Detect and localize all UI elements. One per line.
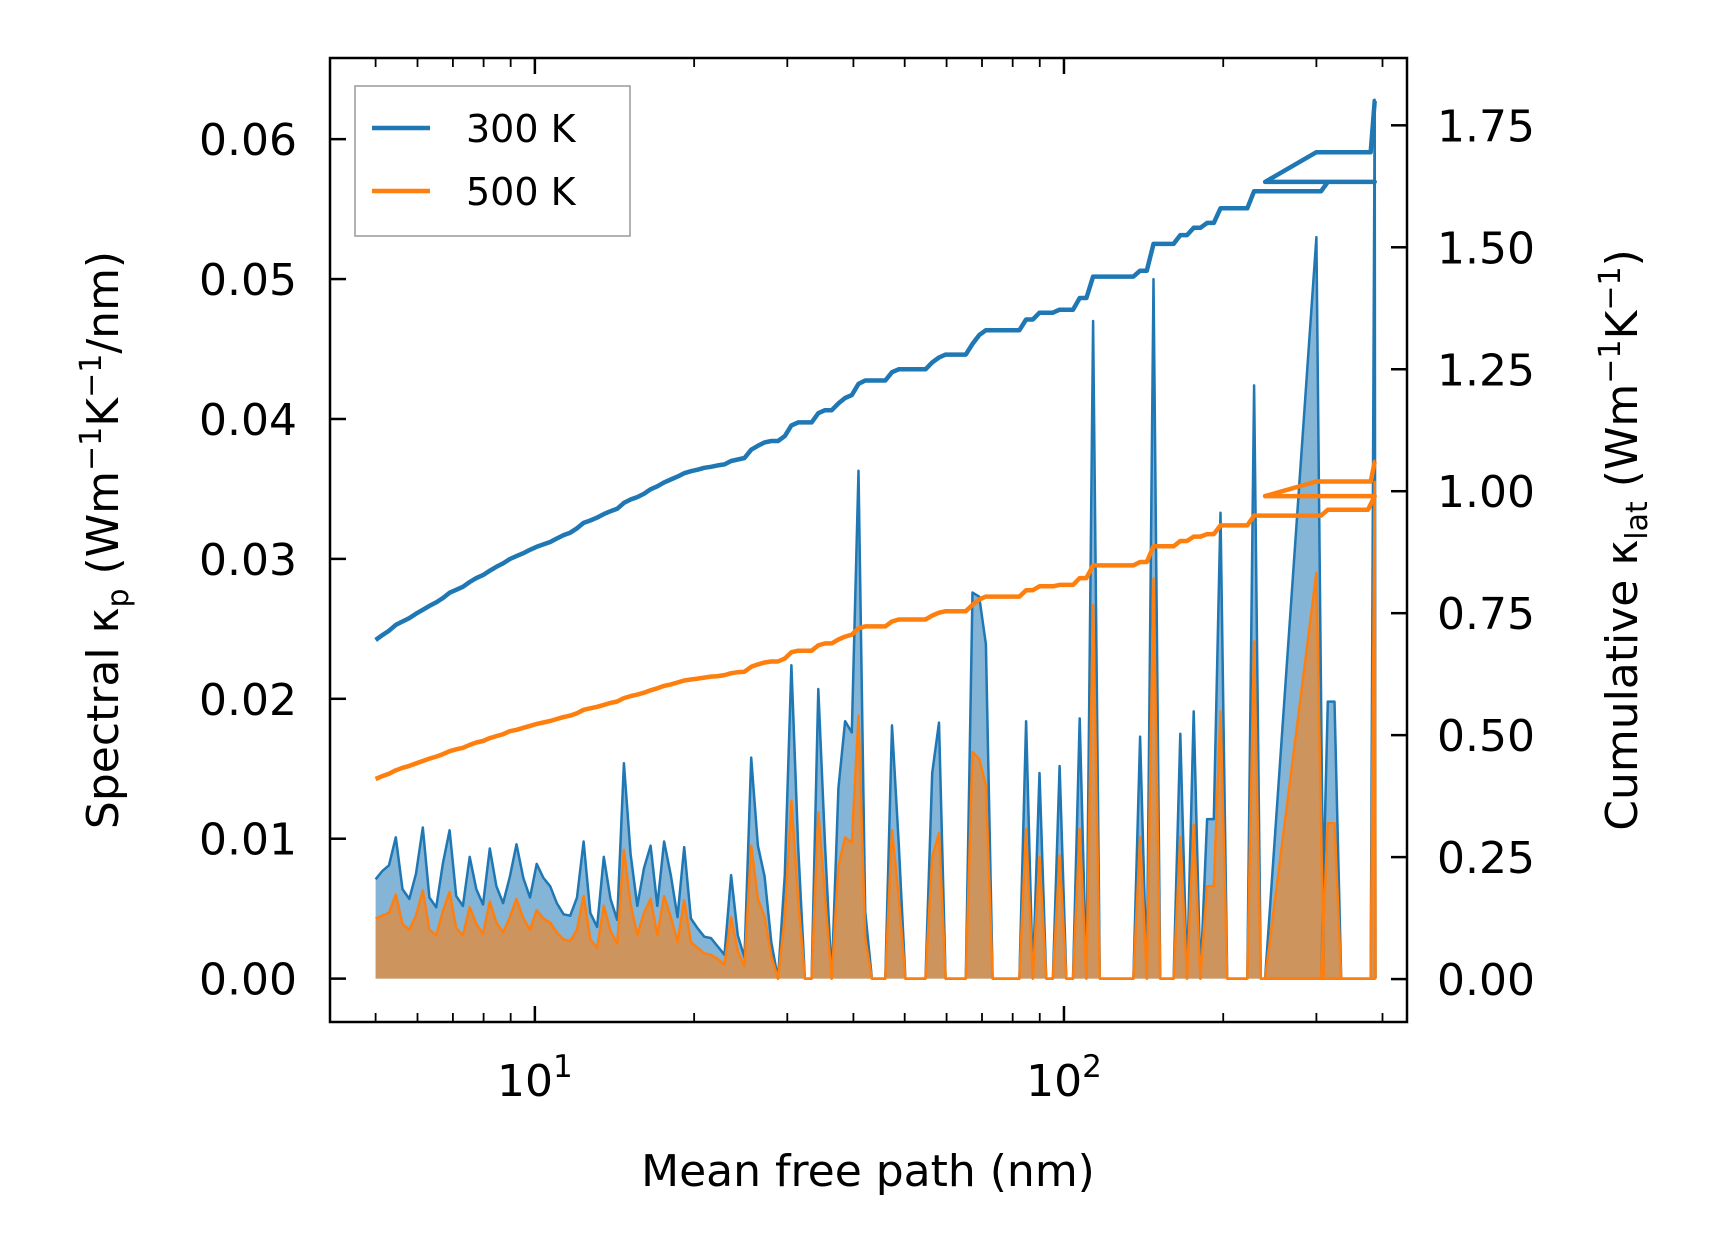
x-tick-label: 102	[1026, 1049, 1102, 1107]
y-right-tick-label: 1.75	[1437, 101, 1535, 152]
plot-area	[374, 98, 1377, 980]
y-left-label-main: Spectral κ	[78, 608, 129, 830]
y-right-label-exp2: −1	[1593, 266, 1628, 310]
y-right-tick-label: 1.50	[1437, 223, 1535, 274]
y-left-label-sub: p	[101, 588, 136, 607]
y-right-tick-label: 1.00	[1437, 467, 1535, 518]
y-left-tick-label: 0.01	[199, 815, 297, 866]
x-tick-label-exponent: 1	[553, 1049, 573, 1085]
spectral-line-300k	[374, 98, 1377, 980]
y-right-tick-label: 0.25	[1437, 833, 1535, 884]
y-right-label-units: (Wm	[1597, 384, 1648, 502]
y-right-label-k: K	[1597, 309, 1648, 339]
y-left-label-units: (Wm	[78, 471, 129, 589]
y-right-label-end: )	[1597, 249, 1648, 266]
y-right-tick-label: 0.50	[1437, 711, 1535, 762]
y-left-label-k: K	[78, 397, 129, 427]
y-left-label-exp1: −1	[74, 427, 109, 471]
y-right-tick-label: 0.00	[1437, 955, 1535, 1006]
y-left-label-end: /nm)	[78, 251, 129, 354]
y-left-tick-label: 0.00	[199, 955, 297, 1006]
y-right-label-main: Cumulative κ	[1597, 540, 1648, 831]
y-left-tick-label: 0.06	[199, 115, 297, 166]
x-tick-label-base: 10	[1026, 1056, 1082, 1107]
ticks: 101 1020.000.010.020.030.040.050.060.000.…	[199, 58, 1535, 1107]
legend: 300 K 500 K	[354, 85, 631, 237]
legend-label-500k: 500 K	[466, 170, 577, 214]
x-tick-label-base: 10	[497, 1056, 553, 1107]
x-tick-label-exponent: 2	[1082, 1049, 1102, 1085]
spectral-line-500k	[375, 480, 1377, 980]
y-axis-left-label: Spectral κp (Wm−1K−1/nm)	[74, 251, 136, 829]
y-left-tick-label: 0.04	[199, 395, 297, 446]
x-tick-label: 101	[497, 1049, 573, 1107]
y-right-label-sub: lat	[1620, 501, 1655, 540]
cumulative-line-500k	[374, 459, 1377, 782]
y-axis-right-label: Cumulative κlat (Wm−1K−1)	[1593, 249, 1655, 831]
y-right-tick-label: 1.25	[1437, 345, 1535, 396]
axes-frame	[328, 56, 1409, 1024]
cumulative-line-300k	[374, 98, 1377, 642]
x-axis-label: Mean free path (nm)	[641, 1146, 1095, 1197]
y-right-tick-label: 0.75	[1437, 589, 1535, 640]
y-left-tick-label: 0.05	[199, 255, 297, 306]
legend-frame	[354, 85, 631, 237]
y-left-label-exp2: −1	[74, 354, 109, 398]
y-right-label-exp1: −1	[1593, 339, 1628, 383]
y-left-tick-label: 0.03	[199, 535, 297, 586]
legend-label-300k: 300 K	[466, 107, 577, 151]
spectral-fill-500k	[375, 481, 1376, 979]
y-left-tick-label: 0.02	[199, 675, 297, 726]
